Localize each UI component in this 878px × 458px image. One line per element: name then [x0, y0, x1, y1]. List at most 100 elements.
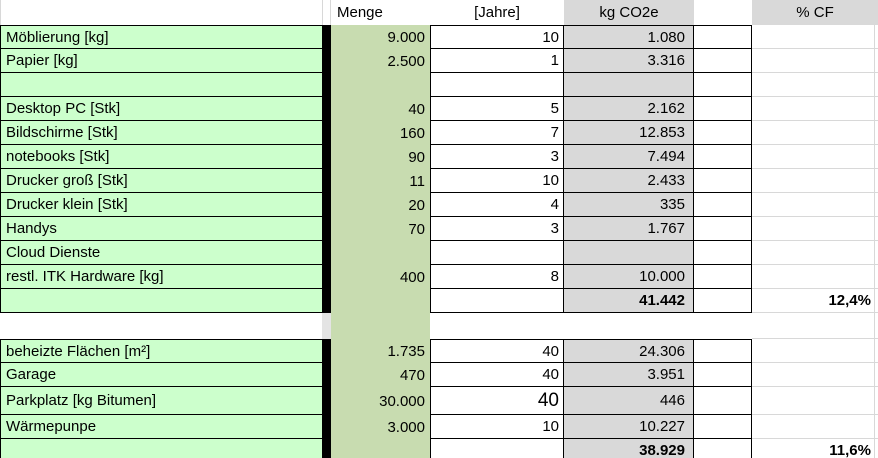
cell-co2e[interactable]: 3.951 [564, 363, 694, 387]
cell-label[interactable] [0, 313, 322, 339]
cell-cf[interactable] [752, 241, 878, 265]
header-cell-labels[interactable] [0, 0, 322, 25]
cell-menge[interactable]: 3.000 [331, 415, 430, 439]
cell-cf[interactable] [752, 97, 878, 121]
cell-spacer[interactable] [694, 121, 752, 145]
cell-label[interactable]: Drucker groß [Stk] [0, 169, 322, 193]
cell-jahre[interactable]: 4 [430, 193, 564, 217]
cell-cf[interactable] [752, 169, 878, 193]
cell-jahre[interactable]: 10 [430, 415, 564, 439]
header-cell-menge[interactable]: Menge [331, 0, 430, 25]
cell-label[interactable] [0, 439, 322, 458]
cell-co2e[interactable]: 335 [564, 193, 694, 217]
cell-spacer[interactable] [694, 339, 752, 363]
cell-label[interactable]: Cloud Dienste [0, 241, 322, 265]
cell-jahre[interactable] [430, 73, 564, 97]
cell-co2e[interactable]: 2.433 [564, 169, 694, 193]
cell-jahre[interactable]: 3 [430, 217, 564, 241]
cell-menge[interactable]: 470 [331, 363, 430, 387]
cell-menge[interactable]: 160 [331, 121, 430, 145]
cell-spacer[interactable] [694, 49, 752, 73]
cell-jahre[interactable] [430, 289, 564, 313]
cell-cf[interactable] [752, 145, 878, 169]
cell-menge[interactable] [331, 289, 430, 313]
cell-menge[interactable]: 400 [331, 265, 430, 289]
cell-label[interactable] [0, 289, 322, 313]
header-cell-jahre[interactable]: [Jahre] [430, 0, 564, 25]
cell-label[interactable]: restl. ITK Hardware [kg] [0, 265, 322, 289]
cell-cf[interactable] [752, 313, 878, 339]
cell-cf[interactable]: 12,4% [752, 289, 878, 313]
cell-label[interactable]: Handys [0, 217, 322, 241]
cell-label[interactable]: Möblierung [kg] [0, 25, 322, 49]
cell-jahre[interactable] [430, 439, 564, 458]
cell-spacer[interactable] [694, 25, 752, 49]
cell-cf[interactable] [752, 49, 878, 73]
cell-label[interactable]: Desktop PC [Stk] [0, 97, 322, 121]
cell-spacer[interactable] [694, 217, 752, 241]
cell-spacer[interactable] [694, 73, 752, 97]
cell-cf[interactable] [752, 217, 878, 241]
cell-spacer[interactable] [694, 415, 752, 439]
cell-co2e[interactable]: 7.494 [564, 145, 694, 169]
cell-menge[interactable]: 9.000 [331, 25, 430, 49]
cell-label[interactable]: beheizte Flächen [m²] [0, 339, 322, 363]
cell-spacer[interactable] [694, 439, 752, 458]
cell-label[interactable] [0, 73, 322, 97]
cell-label[interactable]: Parkplatz [kg Bitumen] [0, 387, 322, 415]
cell-menge[interactable]: 2.500 [331, 49, 430, 73]
cell-cf[interactable] [752, 121, 878, 145]
cell-spacer[interactable] [694, 265, 752, 289]
cell-spacer[interactable] [694, 363, 752, 387]
cell-cf[interactable] [752, 415, 878, 439]
cell-co2e[interactable]: 3.316 [564, 49, 694, 73]
cell-menge[interactable] [331, 439, 430, 458]
cell-spacer[interactable] [694, 193, 752, 217]
cell-spacer[interactable] [694, 241, 752, 265]
cell-co2e[interactable]: 38.929 [564, 439, 694, 458]
cell-label[interactable]: notebooks [Stk] [0, 145, 322, 169]
cell-jahre[interactable]: 40 [430, 363, 564, 387]
header-cell-cf[interactable]: % CF [752, 0, 878, 25]
cell-label[interactable]: Garage [0, 363, 322, 387]
cell-menge[interactable]: 11 [331, 169, 430, 193]
cell-co2e[interactable]: 12.853 [564, 121, 694, 145]
cell-jahre[interactable]: 40 [430, 339, 564, 363]
cell-cf[interactable] [752, 339, 878, 363]
cell-spacer[interactable] [694, 145, 752, 169]
cell-jahre[interactable]: 10 [430, 169, 564, 193]
header-cell-co2e[interactable]: kg CO2e [564, 0, 694, 25]
cell-jahre[interactable]: 10 [430, 25, 564, 49]
cell-jahre[interactable]: 3 [430, 145, 564, 169]
cell-spacer[interactable] [694, 289, 752, 313]
cell-co2e[interactable]: 446 [564, 387, 694, 415]
cell-cf[interactable] [752, 265, 878, 289]
cell-menge[interactable]: 20 [331, 193, 430, 217]
cell-co2e[interactable]: 2.162 [564, 97, 694, 121]
cell-spacer[interactable] [694, 97, 752, 121]
cell-label[interactable]: Wärmepunpe [0, 415, 322, 439]
cell-co2e[interactable]: 24.306 [564, 339, 694, 363]
cell-spacer[interactable] [694, 387, 752, 415]
cell-cf[interactable] [752, 25, 878, 49]
cell-spacer[interactable] [694, 169, 752, 193]
cell-co2e[interactable]: 10.227 [564, 415, 694, 439]
cell-spacer[interactable] [694, 313, 752, 339]
header-cell-spacer[interactable] [694, 0, 752, 25]
cell-menge[interactable]: 1.735 [331, 339, 430, 363]
cell-menge[interactable]: 30.000 [331, 387, 430, 415]
cell-menge[interactable] [331, 241, 430, 265]
cell-cf[interactable]: 11,6% [752, 439, 878, 458]
cell-label[interactable]: Drucker klein [Stk] [0, 193, 322, 217]
cell-cf[interactable] [752, 387, 878, 415]
cell-menge[interactable] [331, 73, 430, 97]
cell-cf[interactable] [752, 363, 878, 387]
cell-jahre[interactable]: 8 [430, 265, 564, 289]
cell-cf[interactable] [752, 73, 878, 97]
cell-jahre[interactable]: 1 [430, 49, 564, 73]
cell-cf[interactable] [752, 193, 878, 217]
cell-co2e[interactable]: 1.767 [564, 217, 694, 241]
cell-co2e[interactable] [564, 241, 694, 265]
cell-menge[interactable]: 40 [331, 97, 430, 121]
cell-jahre[interactable] [430, 313, 564, 339]
